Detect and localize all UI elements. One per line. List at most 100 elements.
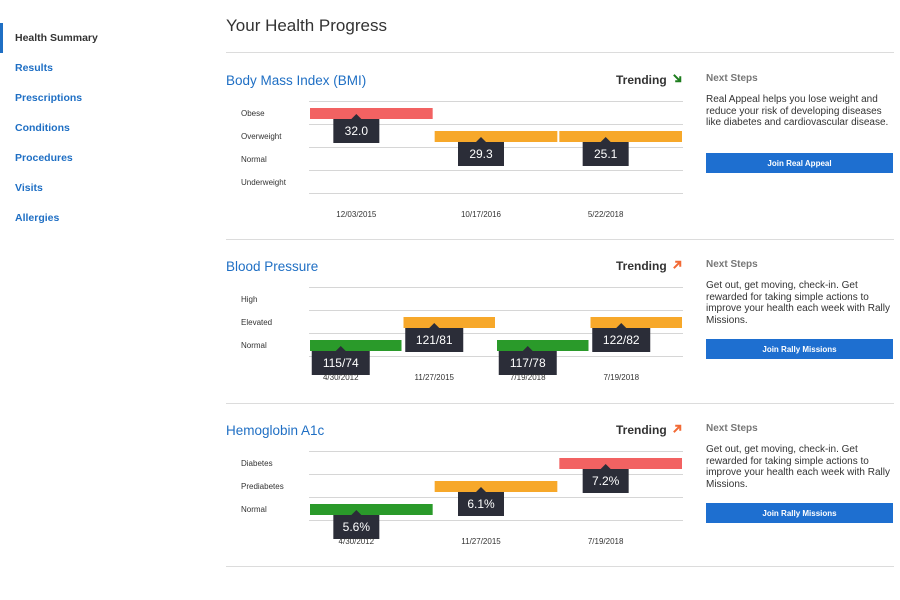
callout-pointer bbox=[522, 346, 533, 351]
next-steps-panel: Next Steps Real Appeal helps you lose we… bbox=[706, 73, 894, 173]
section-title: Body Mass Index (BMI) bbox=[226, 73, 367, 88]
join-real-appeal-button[interactable]: Join Real Appeal bbox=[706, 153, 893, 173]
value-callout bbox=[498, 351, 557, 375]
blood-pressure-chart: High Elevated Normal 115/74 4/30/2012 121/81 1… bbox=[241, 287, 683, 382]
next-steps-heading: Next Steps bbox=[706, 259, 758, 270]
sidebar-item-results[interactable]: Results bbox=[15, 62, 53, 74]
divider bbox=[226, 403, 894, 404]
category-label: Normal bbox=[241, 505, 267, 514]
arrow-up-right-icon bbox=[672, 423, 683, 437]
sidebar: Health Summary Results Prescriptions Con… bbox=[0, 0, 200, 600]
sidebar-item-health-summary[interactable]: Health Summary bbox=[0, 23, 200, 53]
value-label: 29.3 bbox=[469, 147, 493, 161]
callout-pointer bbox=[335, 346, 346, 351]
join-rally-missions-button[interactable]: Join Rally Missions bbox=[706, 503, 893, 523]
value-label: 115/74 bbox=[323, 356, 359, 370]
category-label: Elevated bbox=[241, 318, 272, 327]
sidebar-item-prescriptions[interactable]: Prescriptions bbox=[15, 92, 83, 104]
value-callout bbox=[333, 119, 380, 143]
divider bbox=[226, 239, 894, 240]
data-bar bbox=[590, 317, 682, 328]
date-label: 10/17/2016 bbox=[461, 210, 502, 219]
data-bar bbox=[310, 504, 433, 515]
value-callout bbox=[405, 328, 464, 352]
category-label: Obese bbox=[241, 109, 265, 118]
join-rally-missions-button[interactable]: Join Rally Missions bbox=[706, 339, 893, 359]
value-callout bbox=[458, 142, 504, 166]
sidebar-item-visits[interactable]: Visits bbox=[15, 182, 43, 194]
value-label: 6.1% bbox=[467, 497, 495, 511]
trend-label: Trending bbox=[616, 423, 667, 437]
callout-pointer bbox=[476, 487, 486, 492]
value-label: 5.6% bbox=[343, 520, 371, 534]
trend-indicator: Trending bbox=[616, 259, 683, 273]
value-label: 117/78 bbox=[510, 356, 546, 370]
date-label: 4/30/2012 bbox=[339, 537, 375, 546]
data-bar bbox=[403, 317, 495, 328]
sidebar-item-conditions[interactable]: Conditions bbox=[15, 122, 70, 134]
category-label: Normal bbox=[241, 341, 267, 350]
value-label: 7.2% bbox=[592, 474, 620, 488]
category-label: High bbox=[241, 295, 257, 304]
next-steps-heading: Next Steps bbox=[706, 73, 758, 84]
trend-indicator: Trending bbox=[616, 73, 683, 87]
value-label: 32.0 bbox=[345, 124, 369, 138]
category-label: Overweight bbox=[241, 132, 282, 141]
category-label: Diabetes bbox=[241, 459, 273, 468]
value-callout bbox=[458, 492, 504, 516]
value-label: 25.1 bbox=[594, 147, 618, 161]
data-bar bbox=[434, 481, 558, 492]
category-label: Underweight bbox=[241, 178, 287, 187]
date-label: 11/27/2015 bbox=[461, 537, 501, 546]
arrow-down-right-icon bbox=[672, 73, 683, 87]
category-label: Prediabetes bbox=[241, 482, 284, 491]
value-callout bbox=[333, 515, 380, 539]
trend-label: Trending bbox=[616, 259, 667, 273]
data-bar bbox=[310, 108, 433, 119]
next-steps-text: Get out, get moving, check-in. Get rewar… bbox=[706, 444, 890, 490]
arrow-up-right-icon bbox=[672, 259, 683, 273]
bmi-section: Body Mass Index (BMI) Trending Obese Over… bbox=[226, 73, 894, 233]
blood-pressure-section: Blood Pressure Trending High Elevated Norm… bbox=[226, 259, 894, 419]
value-callout bbox=[582, 142, 629, 166]
date-label: 11/27/2015 bbox=[415, 373, 455, 382]
next-steps-panel: Next Steps Get out, get moving, check-in… bbox=[706, 259, 894, 359]
next-steps-heading: Next Steps bbox=[706, 423, 758, 434]
callout-pointer bbox=[616, 323, 627, 328]
data-bar bbox=[310, 340, 402, 351]
value-callout bbox=[311, 351, 370, 375]
value-callout bbox=[582, 469, 629, 493]
hemoglobin-a1c-chart: Diabetes Prediabetes Normal 5.6% 4/30/2012 6.… bbox=[241, 451, 683, 546]
next-steps-panel: Next Steps Get out, get moving, check-in… bbox=[706, 423, 894, 523]
trend-indicator: Trending bbox=[616, 423, 683, 437]
bmi-chart: Obese Overweight Normal Underweight 32.0 12/0… bbox=[241, 101, 683, 219]
trend-label: Trending bbox=[616, 73, 667, 87]
callout-pointer bbox=[600, 137, 611, 142]
value-label: 121/81 bbox=[416, 333, 453, 347]
section-title: Hemoglobin A1c bbox=[226, 423, 325, 438]
value-callout bbox=[592, 328, 651, 352]
sidebar-item-allergies[interactable]: Allergies bbox=[15, 212, 60, 224]
sidebar-item-procedures[interactable]: Procedures bbox=[15, 152, 73, 164]
callout-pointer bbox=[429, 323, 440, 328]
date-label: 4/30/2012 bbox=[323, 373, 359, 382]
callout-pointer bbox=[351, 510, 362, 515]
next-steps-text: Get out, get moving, check-in. Get rewar… bbox=[706, 280, 890, 326]
callout-pointer bbox=[476, 137, 486, 142]
hemoglobin-a1c-section: Hemoglobin A1c Trending Diabetes Prediabe… bbox=[226, 423, 894, 583]
data-bar bbox=[559, 458, 682, 469]
data-bar bbox=[434, 131, 558, 142]
date-label: 7/19/2018 bbox=[588, 537, 624, 546]
date-label: 7/19/2018 bbox=[603, 373, 639, 382]
callout-pointer bbox=[351, 114, 362, 119]
section-title: Blood Pressure bbox=[226, 259, 319, 274]
data-bar bbox=[497, 340, 589, 351]
divider bbox=[226, 566, 894, 567]
date-label: 5/22/2018 bbox=[588, 210, 624, 219]
data-bar bbox=[559, 131, 682, 142]
next-steps-text: Real Appeal helps you lose weight and re… bbox=[706, 94, 889, 128]
date-label: 12/03/2015 bbox=[336, 210, 377, 219]
divider bbox=[226, 52, 894, 53]
page-title: Your Health Progress bbox=[226, 16, 387, 35]
value-label: 122/82 bbox=[603, 333, 640, 347]
